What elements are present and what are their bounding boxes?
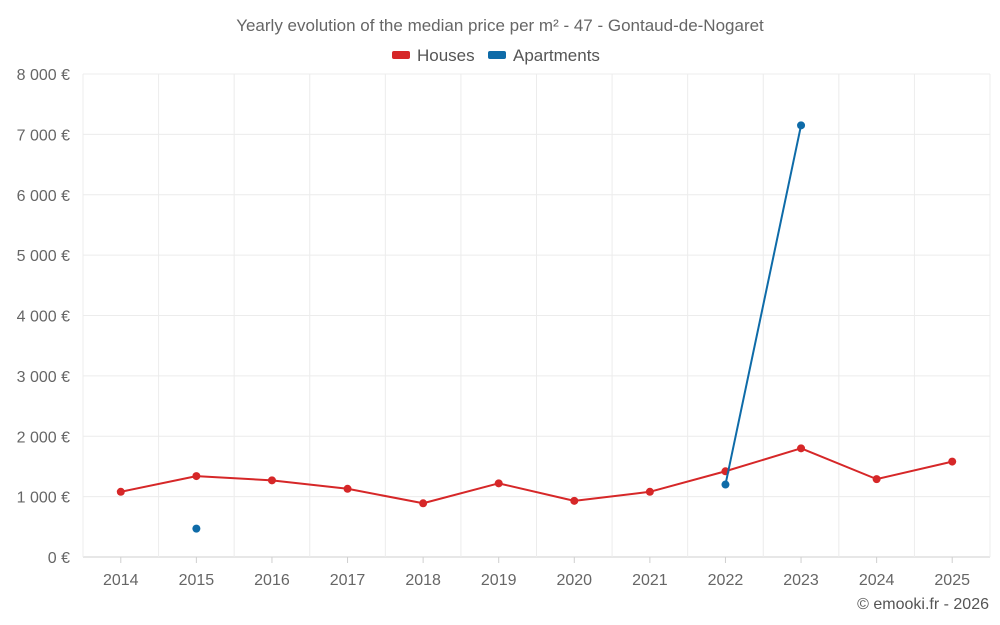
y-tick-label: 3 000 €: [17, 369, 70, 386]
y-tick-label: 8 000 €: [17, 67, 70, 84]
x-axis-ticks: 2014 2015 2016 2017 2018 2019 2020 2021 2022 2023…: [103, 557, 970, 589]
x-tick-label: 2025: [934, 572, 970, 589]
data-point-houses-2018[interactable]: [419, 499, 428, 508]
y-tick-label: 0 €: [48, 550, 70, 567]
data-point-apartments-2022[interactable]: [721, 480, 730, 489]
data-point-houses-2015[interactable]: [192, 472, 201, 481]
y-tick-label: 7 000 €: [17, 127, 70, 144]
y-tick-label: 1 000 €: [17, 490, 70, 507]
data-point-houses-2016[interactable]: [267, 476, 276, 485]
x-tick-label: 2015: [179, 572, 215, 589]
series-houses: [116, 444, 957, 508]
x-tick-label: 2020: [556, 572, 592, 589]
data-point-houses-2014[interactable]: [116, 487, 125, 496]
series-line-houses: [120, 447, 953, 505]
chart-title: Yearly evolution of the median price per…: [236, 16, 764, 35]
legend-label-houses[interactable]: Houses: [417, 46, 475, 65]
grid: [82, 73, 991, 558]
x-tick-label: 2022: [708, 572, 744, 589]
x-tick-label: 2018: [405, 572, 441, 589]
x-tick-label: 2019: [481, 572, 517, 589]
legend-swatch-apartments: [488, 51, 506, 59]
data-point-houses-2019[interactable]: [494, 479, 503, 488]
data-point-apartments-2023[interactable]: [797, 121, 806, 130]
y-tick-label: 6 000 €: [17, 188, 70, 205]
y-tick-label: 4 000 €: [17, 309, 70, 326]
x-tick-label: 2023: [783, 572, 819, 589]
data-point-houses-2021[interactable]: [645, 487, 654, 496]
y-tick-label: 2 000 €: [17, 429, 70, 446]
x-tick-label: 2016: [254, 572, 290, 589]
series-apartments: [192, 121, 806, 533]
legend-swatch-houses: [392, 51, 410, 59]
legend-item-apartments[interactable]: Apartments: [488, 46, 600, 65]
legend-item-houses[interactable]: Houses: [392, 46, 475, 65]
credit-text: © emooki.fr - 2026: [857, 596, 989, 613]
x-tick-label: 2021: [632, 572, 668, 589]
legend[interactable]: Houses Apartments: [392, 46, 600, 65]
x-tick-label: 2014: [103, 572, 139, 589]
data-point-houses-2024[interactable]: [872, 475, 881, 484]
data-point-houses-2025[interactable]: [948, 457, 957, 466]
y-tick-label: 5 000 €: [17, 248, 70, 265]
data-point-apartments-2015[interactable]: [192, 524, 201, 533]
data-point-houses-2020[interactable]: [570, 496, 579, 505]
series-line-apartments: [724, 125, 803, 485]
data-point-houses-2017[interactable]: [343, 484, 352, 493]
y-axis-ticks: 0 € 1 000 € 2 000 € 3 000 € 4 000 € 5 000 € 6 …: [17, 67, 70, 567]
x-tick-label: 2024: [859, 572, 895, 589]
x-tick-label: 2017: [330, 572, 366, 589]
data-point-houses-2023[interactable]: [797, 444, 806, 453]
legend-label-apartments[interactable]: Apartments: [513, 46, 600, 65]
series: [116, 121, 957, 533]
